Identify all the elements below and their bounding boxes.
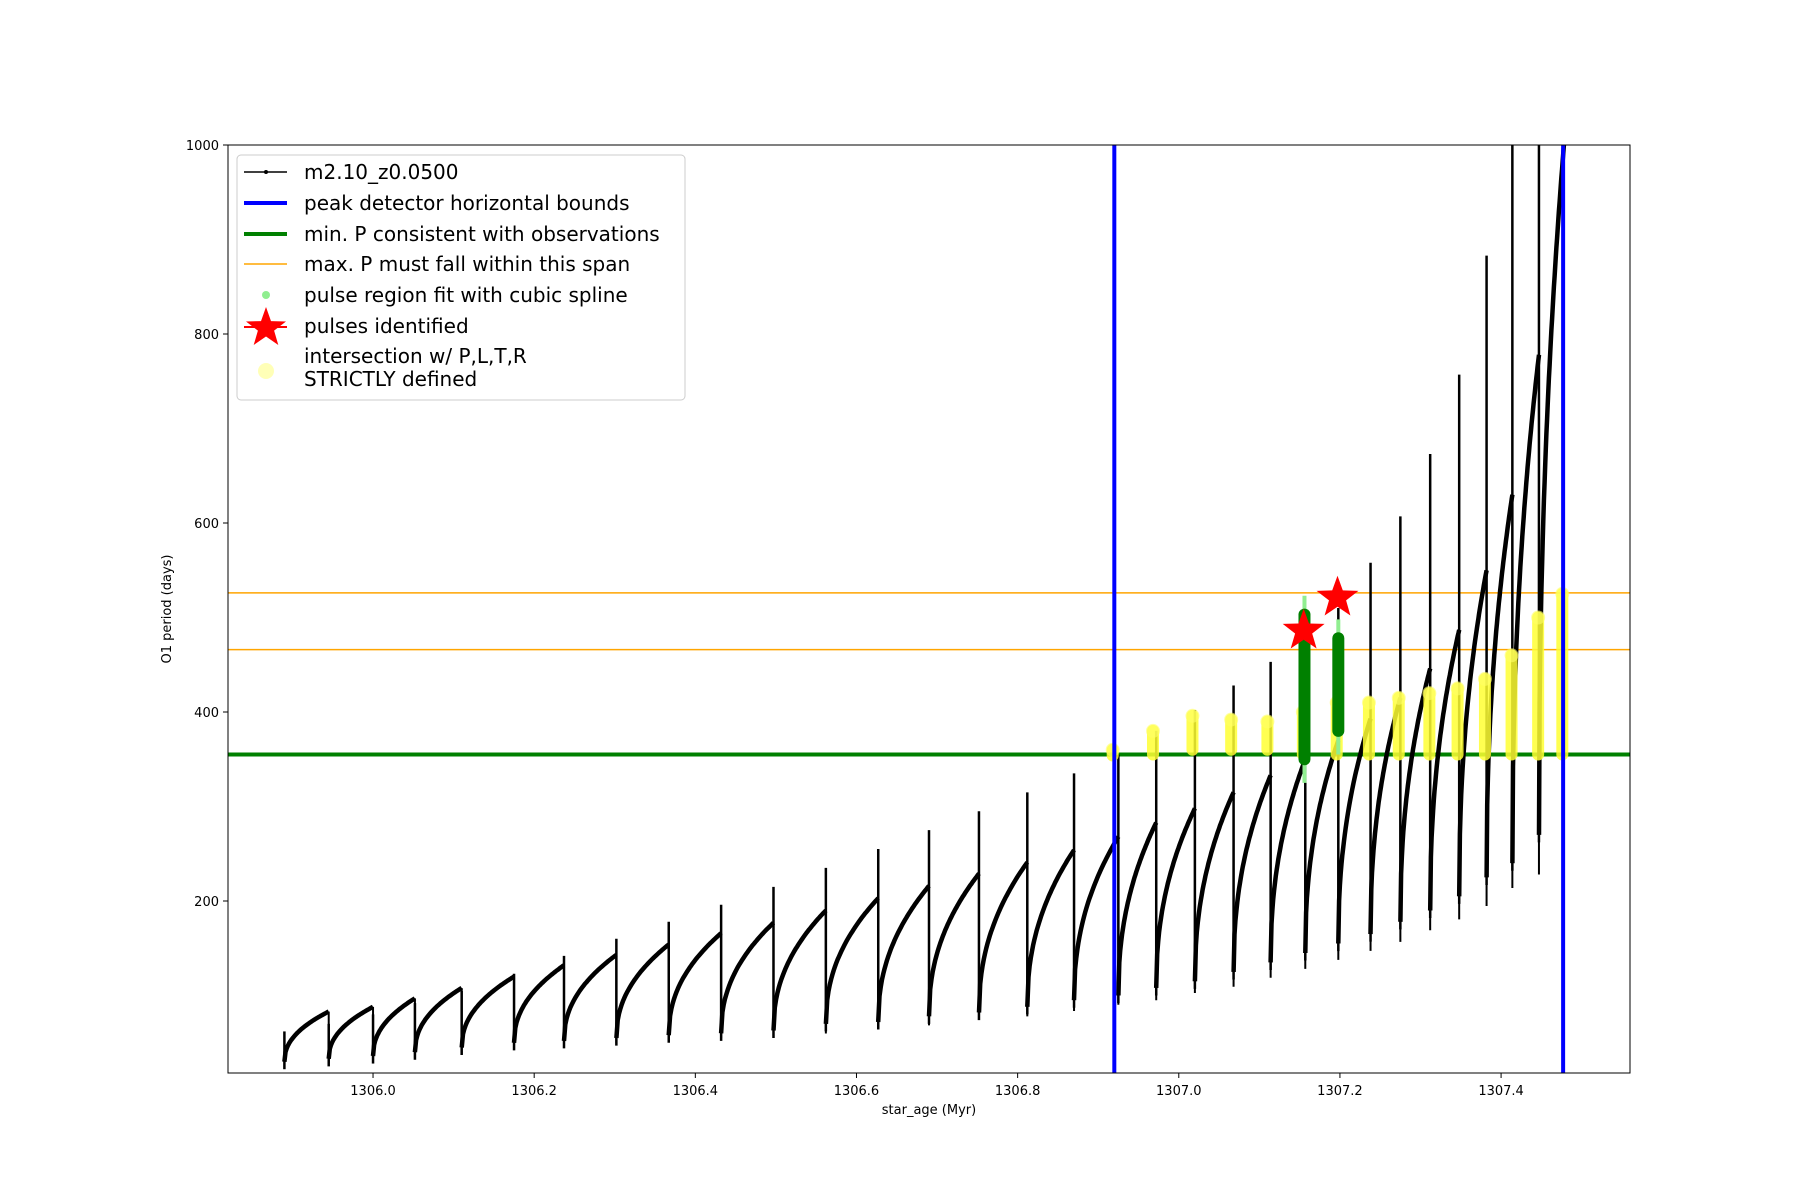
intersection-marker-3 (1185, 708, 1200, 756)
legend-label-7-line-1: intersection w/ P,L,T,R (304, 344, 527, 368)
intersection-marker-11 (1450, 681, 1465, 761)
pulse-star-2 (1316, 575, 1359, 616)
intersection-marker-13 (1504, 648, 1519, 761)
legend-label-6: pulses identified (304, 314, 469, 338)
legend-box (236, 154, 686, 401)
y-tick-label-3: 600 (194, 517, 219, 532)
legend-item-1: m2.10_z0.0500 (244, 160, 459, 184)
x-tick-label-6: 1307.0 (1156, 1084, 1202, 1099)
legend-label-7-line-2: STRICTLY defined (304, 367, 477, 391)
plot-area (228, 145, 1630, 1073)
y-tick-label-1: 200 (194, 895, 219, 910)
x-tick-label-5: 1306.8 (995, 1084, 1041, 1099)
intersection-marker-8 (1361, 695, 1376, 761)
legend-item-3: min. P consistent with observations (244, 222, 660, 246)
x-tick-label-8: 1307.4 (1478, 1084, 1524, 1099)
intersection-marker-14 (1531, 610, 1546, 761)
intersection-marker-4 (1224, 712, 1239, 756)
legend-label-2: peak detector horizontal bounds (304, 191, 630, 215)
plot-frame (227, 144, 1631, 1074)
intersection-marker-10 (1422, 686, 1437, 761)
y-tick-label-2: 400 (194, 706, 219, 721)
pulse-star-1 (1282, 608, 1325, 649)
x-tick-label-3: 1306.4 (673, 1084, 719, 1099)
y-tick-label-5: 1000 (186, 139, 219, 154)
x-axis: 1306.0 1306.2 1306.4 1306.6 1306.8 1307.0 1307… (350, 1073, 1524, 1099)
x-tick-label-7: 1307.2 (1317, 1084, 1363, 1099)
intersection-marker-9 (1391, 690, 1406, 761)
intersection-marker-5 (1260, 714, 1275, 756)
intersection-marker-12 (1477, 671, 1492, 761)
legend-item-6: pulses identified (244, 307, 469, 345)
legend-label-4: max. P must fall within this span (304, 252, 630, 276)
legend-item-5: pulse region fit with cubic spline (262, 283, 628, 307)
legend-label-5: pulse region fit with cubic spline (304, 283, 628, 307)
y-axis: 200 400 600 800 1000 (186, 139, 228, 910)
y-axis-label: O1 period (days) (160, 554, 175, 663)
intersection-marker-2 (1145, 723, 1160, 761)
y-tick-label-4: 800 (194, 328, 219, 343)
x-tick-label-4: 1306.6 (834, 1084, 880, 1099)
x-tick-label-1: 1306.0 (350, 1084, 396, 1099)
legend-item-2: peak detector horizontal bounds (244, 191, 630, 215)
legend-item-4: max. P must fall within this span (244, 252, 630, 276)
legend-label-1: m2.10_z0.0500 (304, 160, 459, 184)
legend-label-3: min. P consistent with observations (304, 222, 660, 246)
x-tick-label-2: 1306.2 (511, 1084, 557, 1099)
x-axis-label: star_age (Myr) (882, 1103, 976, 1118)
